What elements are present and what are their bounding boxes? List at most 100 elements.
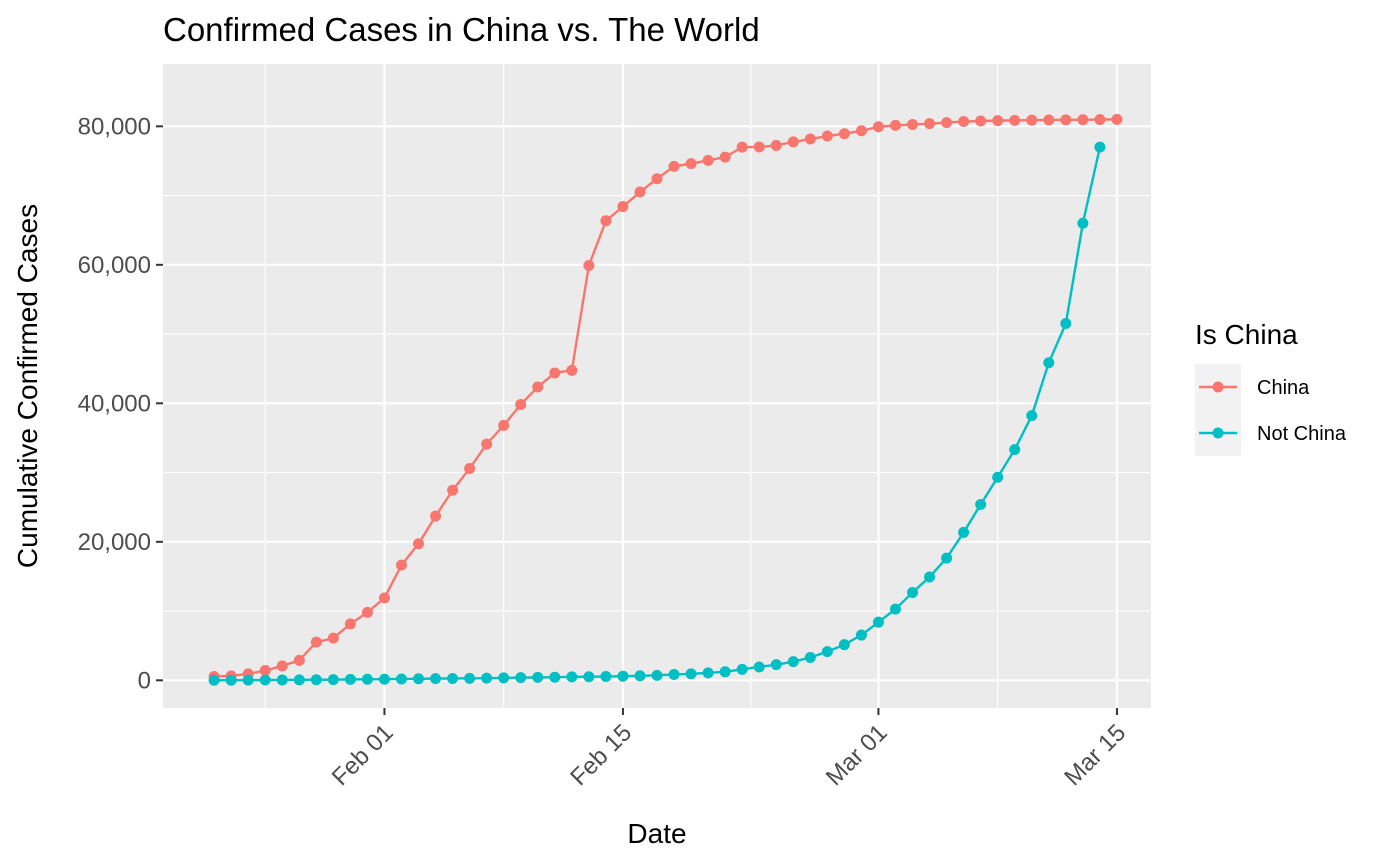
data-point-china bbox=[1094, 114, 1106, 126]
data-point-not-china bbox=[992, 471, 1004, 483]
x-axis-tick-labels: Feb 01 Feb 15 Mar 01 Mar 15 bbox=[327, 719, 1131, 791]
data-point-china bbox=[924, 118, 936, 130]
data-point-china bbox=[1111, 113, 1123, 125]
y-axis-tick-labels: 0 20,000 40,000 60,000 80,000 bbox=[78, 113, 151, 694]
data-point-china bbox=[668, 160, 680, 172]
data-point-china bbox=[566, 364, 578, 376]
data-point-not-china bbox=[566, 671, 578, 683]
y-tick-label: 40,000 bbox=[78, 390, 151, 417]
data-point-not-china bbox=[855, 629, 867, 641]
data-point-not-china bbox=[344, 673, 356, 685]
data-point-not-china bbox=[395, 673, 407, 685]
data-point-not-china bbox=[498, 672, 510, 684]
data-point-china bbox=[413, 538, 425, 550]
data-point-not-china bbox=[361, 673, 373, 685]
data-point-not-china bbox=[1094, 141, 1106, 153]
data-point-china bbox=[1077, 114, 1089, 126]
series-not-china bbox=[208, 141, 1106, 686]
data-point-not-china bbox=[872, 616, 884, 628]
data-point-not-china bbox=[651, 669, 663, 681]
legend-label: Not China bbox=[1257, 423, 1347, 445]
data-point-not-china bbox=[736, 663, 748, 675]
data-point-not-china bbox=[600, 671, 612, 683]
y-tick-label: 60,000 bbox=[78, 252, 151, 279]
data-point-china bbox=[1060, 114, 1072, 126]
y-axis-title: Cumulative Confirmed Cases bbox=[12, 204, 43, 568]
data-point-not-china bbox=[770, 659, 782, 671]
x-tick-label: Mar 15 bbox=[1059, 719, 1131, 791]
data-point-not-china bbox=[293, 674, 305, 686]
data-point-china bbox=[515, 399, 527, 410]
data-point-china bbox=[617, 201, 629, 213]
data-point-not-china bbox=[481, 672, 493, 684]
data-point-not-china bbox=[1077, 217, 1089, 229]
data-point-china bbox=[770, 139, 782, 151]
data-point-china bbox=[378, 592, 390, 604]
data-point-not-china bbox=[1043, 357, 1055, 369]
data-point-not-china bbox=[668, 668, 680, 680]
plot-panel bbox=[163, 64, 1151, 708]
y-tick-label: 20,000 bbox=[78, 529, 151, 556]
data-point-china bbox=[702, 154, 714, 166]
data-point-not-china bbox=[276, 674, 288, 686]
legend-item-china: China bbox=[1195, 364, 1310, 410]
data-point-not-china bbox=[464, 672, 476, 684]
data-point-china bbox=[1009, 114, 1021, 126]
x-axis-title: Date bbox=[627, 818, 686, 849]
y-tick-label: 0 bbox=[138, 667, 151, 694]
data-point-china bbox=[344, 618, 356, 630]
data-point-china bbox=[498, 419, 510, 431]
data-point-china bbox=[872, 121, 884, 133]
data-point-china bbox=[753, 141, 765, 153]
data-point-china bbox=[787, 136, 799, 148]
data-point-china bbox=[685, 158, 697, 170]
data-point-not-china bbox=[1009, 444, 1021, 456]
data-point-china bbox=[907, 119, 919, 131]
data-point-not-china bbox=[821, 646, 833, 658]
data-point-china bbox=[855, 125, 867, 137]
data-point-china bbox=[958, 116, 970, 128]
data-point-not-china bbox=[907, 586, 919, 598]
data-point-china bbox=[549, 367, 561, 379]
data-point-china bbox=[327, 632, 339, 644]
data-point-not-china bbox=[685, 668, 697, 680]
data-point-china bbox=[1026, 114, 1038, 126]
data-point-not-china bbox=[583, 671, 595, 683]
legend: Is China China Not China bbox=[1195, 319, 1347, 456]
data-point-not-china bbox=[310, 674, 322, 686]
data-point-not-china bbox=[1026, 410, 1038, 422]
data-point-china bbox=[464, 462, 476, 474]
data-point-china bbox=[838, 128, 850, 140]
legend-item-not-china: Not China bbox=[1195, 410, 1347, 456]
data-point-not-china bbox=[787, 656, 799, 668]
data-point-not-china bbox=[515, 672, 527, 684]
data-point-china bbox=[736, 141, 748, 153]
data-point-china bbox=[719, 151, 731, 163]
data-point-not-china bbox=[378, 673, 390, 685]
data-point-china bbox=[821, 130, 833, 142]
data-point-china bbox=[600, 215, 612, 227]
y-tick-label: 80,000 bbox=[78, 113, 151, 140]
data-point-not-china bbox=[225, 674, 237, 686]
data-point-china bbox=[293, 654, 305, 666]
data-point-china bbox=[941, 117, 953, 129]
data-point-china bbox=[992, 115, 1004, 127]
axis-ticks bbox=[156, 125, 1118, 715]
data-point-not-china bbox=[208, 674, 220, 686]
legend-items: China Not China bbox=[1195, 364, 1347, 456]
data-point-not-china bbox=[924, 571, 936, 583]
data-point-china bbox=[276, 660, 288, 672]
legend-key-point bbox=[1212, 381, 1224, 393]
data-point-china bbox=[583, 260, 595, 272]
data-point-china bbox=[532, 381, 544, 393]
data-point-not-china bbox=[702, 667, 714, 679]
data-point-china bbox=[430, 510, 442, 522]
data-point-china bbox=[804, 133, 816, 145]
x-tick-label: Mar 01 bbox=[821, 719, 893, 791]
x-tick-label: Feb 01 bbox=[327, 719, 399, 791]
data-point-not-china bbox=[549, 671, 561, 683]
legend-key-point bbox=[1212, 427, 1224, 439]
data-point-not-china bbox=[259, 674, 271, 686]
data-point-not-china bbox=[634, 670, 646, 682]
